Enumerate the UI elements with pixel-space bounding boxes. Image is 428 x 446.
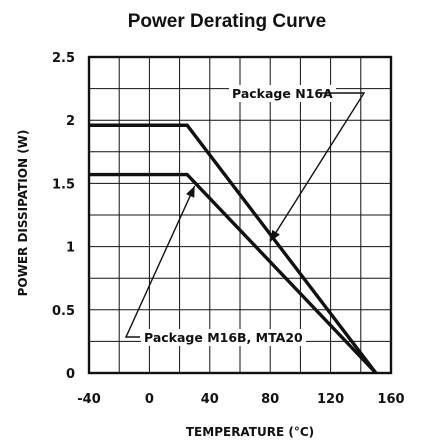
x-tick-label: 80 — [261, 392, 279, 407]
grid — [88, 56, 392, 374]
x-tick-label: 0 — [145, 392, 154, 407]
chart-title: Power Derating Curve — [128, 11, 327, 32]
annotation-label: Package N16A — [232, 86, 333, 101]
annotation-leader-line — [269, 92, 366, 242]
series-line-2 — [89, 172, 378, 375]
x-tick-label: 120 — [317, 392, 344, 407]
annotation-arrowhead — [186, 185, 195, 198]
y-tick-label: 2 — [66, 114, 75, 129]
annotation-label-background — [229, 85, 337, 102]
x-tick-label: -40 — [77, 392, 101, 407]
y-tick-label: 1.5 — [52, 177, 75, 192]
annotation-leader-line — [124, 185, 196, 338]
y-tick-label: 1 — [66, 241, 75, 256]
y-axis-label: POWER DISSIPATION (W) — [16, 130, 30, 297]
x-axis-label: TEMPERATURE (°C) — [186, 425, 314, 439]
annotation-label-background — [141, 329, 307, 346]
series-line-1 — [89, 123, 378, 375]
annotation-label: Package M16B, MTA20 — [144, 330, 303, 345]
annotation-arrowhead — [270, 229, 280, 242]
series-lines — [89, 123, 378, 375]
x-tick-label: 40 — [201, 392, 219, 407]
x-tick-label: 160 — [377, 392, 404, 407]
y-tick-label: 0.5 — [52, 304, 75, 319]
y-tick-label: 0 — [66, 367, 75, 382]
annotations: Package N16A Package M16B, MTA20 — [124, 85, 366, 346]
plot-frame — [87, 55, 393, 375]
y-tick-label: 2.5 — [52, 51, 75, 66]
